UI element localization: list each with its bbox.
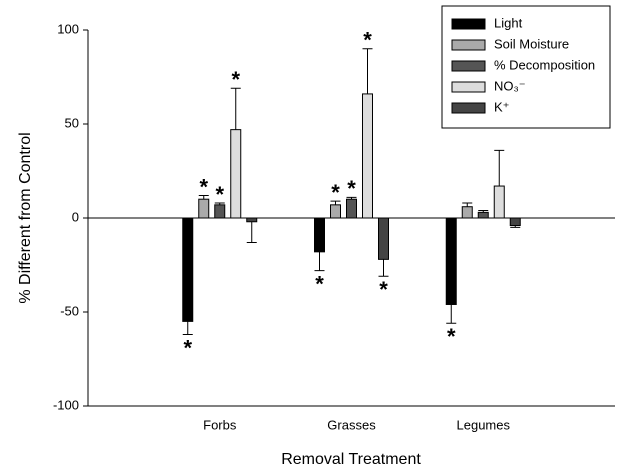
legend-label: Soil Moisture	[494, 36, 569, 51]
y-tick-label: 100	[57, 21, 79, 36]
bar	[461, 206, 473, 219]
error-bar	[462, 202, 473, 207]
legend-swatch	[451, 102, 486, 114]
y-tick-label: 0	[72, 209, 79, 224]
x-axis-label: Removal Treatment	[281, 451, 421, 468]
legend-swatch	[451, 18, 486, 30]
x-tick-label: Legumes	[457, 417, 511, 432]
error-bar	[330, 200, 341, 205]
bar	[509, 217, 521, 227]
bar	[330, 204, 341, 219]
error-bar	[246, 221, 257, 243]
error-bar	[362, 48, 373, 94]
error-bar	[214, 202, 225, 205]
bar	[246, 217, 258, 223]
x-tick-label: Forbs	[203, 417, 237, 432]
significance-marker: *	[215, 182, 224, 207]
y-tick-label: -100	[53, 397, 79, 412]
bar	[445, 217, 457, 305]
bar	[477, 211, 489, 219]
bar	[182, 217, 194, 322]
significance-marker: *	[331, 180, 340, 205]
bar	[198, 198, 210, 219]
error-bar	[510, 225, 521, 228]
y-tick-label: 50	[65, 115, 79, 130]
x-tick-label: Grasses	[327, 417, 376, 432]
significance-marker: *	[315, 271, 324, 296]
significance-marker: *	[347, 176, 356, 201]
error-bar	[446, 304, 457, 324]
bar	[214, 204, 226, 219]
error-bar	[346, 196, 357, 200]
significance-marker: *	[379, 277, 388, 302]
legend-swatch	[451, 60, 486, 72]
legend-label: % Decomposition	[494, 57, 595, 72]
legend-label: NO₃⁻	[494, 78, 526, 93]
significance-marker: *	[231, 67, 240, 92]
error-bar	[198, 194, 209, 200]
legend-swatch	[451, 39, 486, 51]
bar	[362, 93, 373, 219]
significance-marker: *	[183, 335, 192, 360]
error-bar	[478, 209, 489, 213]
legend-swatch	[451, 81, 486, 93]
error-bar	[378, 259, 389, 277]
y-tick-label: -50	[60, 303, 79, 318]
y-axis-label: % Different from Control	[17, 132, 34, 303]
bar	[493, 185, 505, 219]
significance-marker: *	[199, 174, 208, 199]
significance-marker: *	[363, 28, 372, 53]
legend-label: K⁺	[494, 99, 510, 114]
bar	[230, 129, 242, 219]
bar	[346, 198, 357, 219]
error-bar	[494, 149, 505, 187]
legend-label: Light	[494, 15, 523, 30]
significance-marker: *	[447, 324, 456, 349]
error-bar	[314, 251, 325, 272]
bar	[314, 217, 325, 253]
bar	[378, 217, 389, 260]
error-bar	[182, 321, 193, 336]
error-bar	[230, 87, 241, 130]
